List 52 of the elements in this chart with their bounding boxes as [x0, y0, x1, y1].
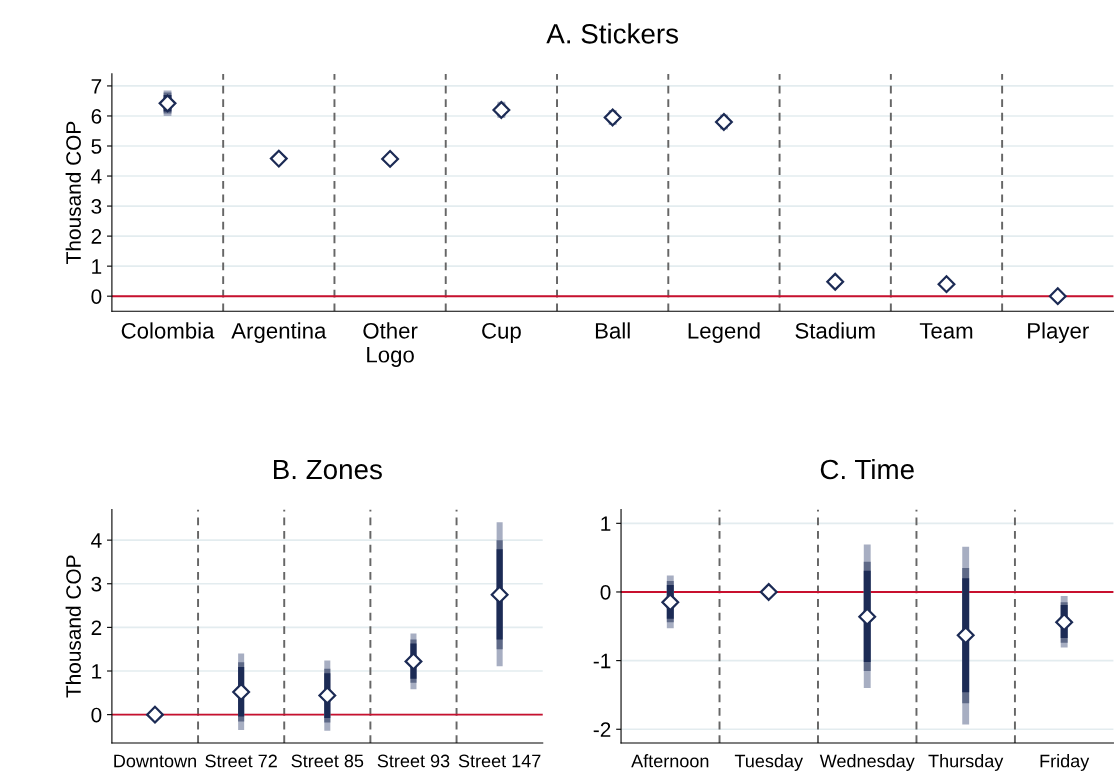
x-tick-label: Tuesday: [734, 754, 804, 771]
y-tick-label: -2: [593, 722, 611, 737]
x-tick-label: Street 72: [205, 754, 277, 768]
x-tick-label: Stadium: [795, 322, 875, 339]
point: [826, 272, 845, 291]
y-tick-label: 2: [91, 229, 102, 244]
y-tick-label: 0: [600, 584, 611, 600]
y-tick-label: 7: [91, 79, 102, 94]
point: [269, 149, 288, 168]
x-tick-label: Wednesday: [819, 754, 915, 771]
y-tick-label: -1: [593, 653, 611, 669]
x-tick-label: Friday: [1040, 754, 1090, 771]
y-axis-title: Thousand COP: [65, 121, 81, 264]
x-tick-label: Street 85: [291, 754, 364, 768]
point: [492, 100, 511, 119]
y-tick-label: 1: [92, 664, 102, 679]
y-tick-label: 4: [91, 533, 102, 548]
y-tick-label: 3: [91, 576, 102, 592]
x-tick-label: Cup: [482, 322, 521, 344]
x-tick-label: Ball: [595, 322, 630, 339]
point: [158, 94, 177, 113]
x-tick-label: Colombia: [121, 322, 215, 339]
x-tick-label: Legend: [688, 322, 760, 344]
point: [603, 108, 622, 127]
point: [714, 113, 733, 131]
y-tick-label: 4: [91, 169, 102, 184]
chart-title: C. Time: [820, 458, 914, 480]
y-tick-label: 6: [91, 108, 102, 124]
point: [759, 583, 778, 601]
x-tick-label: Street 147: [458, 754, 541, 768]
x-tick-label: Other Logo: [363, 322, 418, 367]
y-tick-label: 0: [91, 707, 102, 723]
point: [146, 705, 164, 724]
y-tick-label: 2: [91, 620, 102, 635]
x-tick-label: Argentina: [231, 322, 327, 344]
y-tick-label: 1: [601, 516, 611, 531]
x-tick-label: Team: [919, 323, 973, 339]
point: [1048, 287, 1067, 306]
y-axis-title: Thousand COP: [65, 555, 81, 698]
x-tick-label: Player: [1028, 322, 1089, 344]
point: [937, 275, 956, 294]
x-tick-label: Afternoon: [631, 754, 709, 768]
y-tick-label: 3: [91, 199, 102, 214]
point: [381, 149, 400, 168]
x-tick-label: Downtown: [114, 754, 196, 768]
x-tick-label: Thursday: [928, 754, 1004, 771]
y-tick-label: 0: [91, 289, 102, 304]
y-tick-label: 1: [92, 259, 102, 274]
y-tick-label: 5: [91, 139, 102, 154]
chart-title: A. Stickers: [546, 23, 679, 44]
chart-title: B. Zones: [274, 459, 382, 480]
x-tick-label: Street 93: [377, 754, 450, 768]
